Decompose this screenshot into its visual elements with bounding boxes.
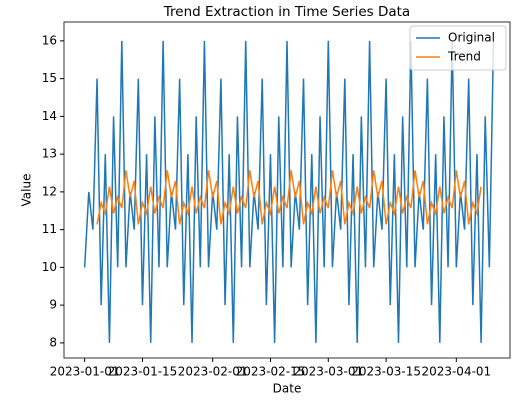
- x-tick-label: 2023-03-01: [293, 365, 363, 379]
- y-tick-label: 9: [49, 298, 57, 312]
- x-tick-label: 2023-01-01: [50, 365, 120, 379]
- chart-title: Trend Extraction in Time Series Data: [163, 4, 410, 20]
- y-tick-label: 15: [42, 71, 57, 85]
- x-tick-label: 2023-03-15: [351, 365, 421, 379]
- y-tick-label: 8: [49, 335, 57, 349]
- x-tick-label: 2023-02-01: [178, 365, 248, 379]
- x-axis-label: Date: [273, 382, 302, 396]
- y-tick-label: 10: [42, 260, 57, 274]
- y-tick-label: 14: [42, 109, 57, 123]
- series-line: [96, 170, 482, 225]
- plot-frame: [63, 21, 511, 359]
- x-tick-label: 2023-01-15: [108, 365, 178, 379]
- x-tick-label: 2023-04-01: [421, 365, 491, 379]
- y-tick-label: 13: [42, 147, 57, 161]
- y-tick-label: 11: [42, 222, 57, 236]
- y-axis-label: Value: [20, 174, 34, 207]
- y-tick-label: 12: [42, 184, 57, 198]
- legend-label: Trend: [447, 50, 481, 64]
- series-line: [83, 40, 495, 343]
- legend-label: Original: [448, 31, 495, 45]
- x-tick-label: 2023-02-15: [236, 365, 306, 379]
- y-tick-label: 16: [42, 33, 57, 47]
- legend-box: [409, 25, 507, 71]
